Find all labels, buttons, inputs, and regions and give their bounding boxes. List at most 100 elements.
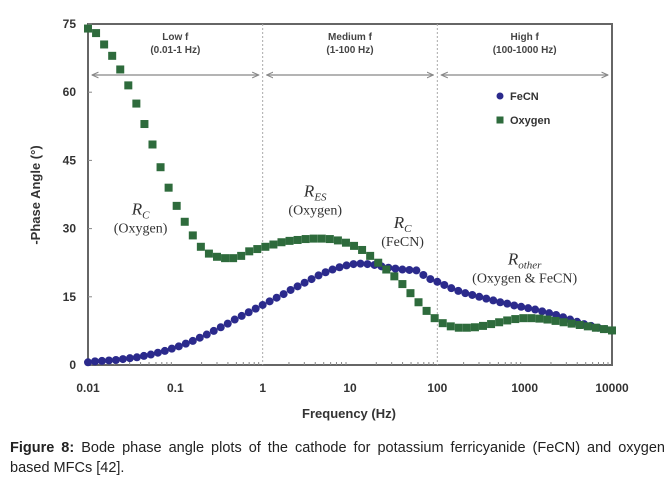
data-point-fecn bbox=[223, 319, 232, 328]
data-point-oxygen bbox=[398, 280, 407, 289]
data-point-fecn bbox=[125, 354, 134, 363]
data-point-oxygen bbox=[350, 241, 359, 250]
data-point-oxygen bbox=[180, 217, 189, 226]
data-point-oxygen bbox=[519, 314, 528, 323]
annotation-layer: RC(Oxygen)RES(Oxygen)RC(FeCN)Rother(Oxyg… bbox=[114, 181, 578, 286]
y-tick-label: 30 bbox=[63, 222, 77, 236]
region-layer: Low f (0.01-1 Hz) Medium f (1-100 Hz) High f… bbox=[92, 24, 608, 365]
annotation-subscript: other bbox=[518, 260, 542, 272]
data-point-fecn bbox=[538, 307, 547, 316]
data-point-fecn bbox=[524, 304, 533, 313]
data-point-oxygen bbox=[108, 51, 117, 60]
data-point-fecn bbox=[440, 280, 449, 289]
annotation-main: R bbox=[131, 200, 143, 219]
data-point-oxygen bbox=[495, 318, 504, 327]
data-point-fecn bbox=[321, 268, 330, 277]
data-point-fecn bbox=[531, 305, 540, 314]
data-point-oxygen bbox=[503, 316, 512, 325]
data-point-fecn bbox=[468, 290, 477, 299]
data-point-oxygen bbox=[599, 325, 608, 334]
region-name: Low f bbox=[162, 32, 189, 43]
data-point-oxygen bbox=[487, 320, 496, 329]
data-point-fecn bbox=[314, 271, 323, 280]
data-point-fecn bbox=[167, 344, 176, 353]
figure-label: Figure 8: bbox=[10, 440, 75, 456]
data-point-oxygen bbox=[535, 314, 544, 323]
data-point-oxygen bbox=[583, 322, 592, 331]
data-point-fecn bbox=[510, 301, 519, 310]
x-tick-label: 10000 bbox=[595, 381, 629, 395]
series-oxygen bbox=[84, 24, 616, 335]
region-name: Medium f bbox=[328, 32, 373, 43]
data-point-oxygen bbox=[221, 254, 230, 263]
region-name: High f bbox=[511, 32, 540, 43]
x-tick-label: 100 bbox=[427, 381, 447, 395]
series-layer bbox=[84, 24, 616, 367]
data-point-fecn bbox=[300, 278, 309, 287]
annotation-label: (Oxygen) bbox=[288, 203, 342, 218]
data-point-fecn bbox=[104, 356, 113, 365]
data-point-fecn bbox=[188, 336, 197, 345]
data-point-fecn bbox=[335, 263, 344, 272]
legend-marker-fecn bbox=[496, 92, 504, 100]
data-point-oxygen bbox=[237, 251, 246, 260]
data-point-oxygen bbox=[269, 240, 278, 249]
data-point-oxygen bbox=[212, 252, 221, 261]
region-range: (0.01-1 Hz) bbox=[150, 45, 200, 56]
data-point-oxygen bbox=[309, 234, 318, 243]
data-point-fecn bbox=[84, 358, 92, 367]
region-range: (1-100 Hz) bbox=[326, 45, 373, 56]
axes-layer: 0.01 0.1 1 10 100 1000 10000 0 15 30 45 60 75 bbox=[63, 17, 629, 395]
region-range: (100-1000 Hz) bbox=[493, 45, 557, 56]
data-point-oxygen bbox=[164, 183, 173, 192]
data-point-oxygen bbox=[188, 231, 197, 240]
data-point-oxygen bbox=[543, 315, 552, 324]
annotation-label: (Oxygen & FeCN) bbox=[472, 272, 577, 287]
data-point-fecn bbox=[454, 286, 463, 295]
data-point-oxygen bbox=[390, 272, 399, 281]
data-point-oxygen bbox=[608, 326, 616, 335]
data-point-fecn bbox=[153, 348, 162, 357]
data-point-fecn bbox=[545, 309, 554, 318]
data-point-fecn bbox=[363, 260, 372, 269]
annotation-label: (Oxygen) bbox=[114, 222, 168, 237]
data-point-oxygen bbox=[317, 234, 326, 243]
data-point-oxygen bbox=[245, 247, 254, 256]
data-point-oxygen bbox=[100, 40, 109, 49]
data-point-oxygen bbox=[430, 314, 439, 323]
y-tick-label: 45 bbox=[63, 153, 77, 167]
data-point-fecn bbox=[405, 265, 414, 274]
data-point-fecn bbox=[461, 289, 470, 298]
data-point-oxygen bbox=[301, 235, 310, 244]
annotation-subscript: C bbox=[142, 210, 150, 222]
annotation-main: R bbox=[393, 213, 405, 232]
data-point-oxygen bbox=[406, 289, 415, 298]
y-tick-label: 75 bbox=[63, 17, 77, 31]
data-point-fecn bbox=[433, 277, 442, 286]
data-point-fecn bbox=[174, 342, 183, 351]
data-point-oxygen bbox=[567, 319, 576, 328]
data-point-fecn bbox=[258, 300, 267, 309]
data-point-oxygen bbox=[172, 201, 181, 210]
data-point-oxygen bbox=[511, 315, 520, 324]
data-point-oxygen bbox=[559, 318, 568, 327]
data-point-oxygen bbox=[454, 323, 463, 332]
data-point-oxygen bbox=[261, 242, 270, 251]
data-point-oxygen bbox=[374, 258, 383, 267]
x-tick-label: 0.1 bbox=[167, 381, 184, 395]
data-point-fecn bbox=[447, 284, 456, 293]
data-point-fecn bbox=[265, 297, 274, 306]
data-point-fecn bbox=[342, 261, 351, 270]
data-point-fecn bbox=[139, 351, 148, 360]
x-tick-label: 10 bbox=[343, 381, 357, 395]
data-point-oxygen bbox=[285, 236, 294, 245]
data-point-oxygen bbox=[84, 24, 92, 33]
x-axis-title: Frequency (Hz) bbox=[302, 406, 396, 421]
data-point-fecn bbox=[244, 308, 253, 317]
bode-phase-chart: Low f (0.01-1 Hz) Medium f (1-100 Hz) High f… bbox=[28, 17, 629, 421]
data-point-oxygen bbox=[422, 306, 431, 315]
data-point-fecn bbox=[328, 265, 337, 274]
data-point-oxygen bbox=[92, 29, 101, 38]
data-point-fecn bbox=[251, 304, 260, 313]
data-point-fecn bbox=[216, 323, 225, 332]
